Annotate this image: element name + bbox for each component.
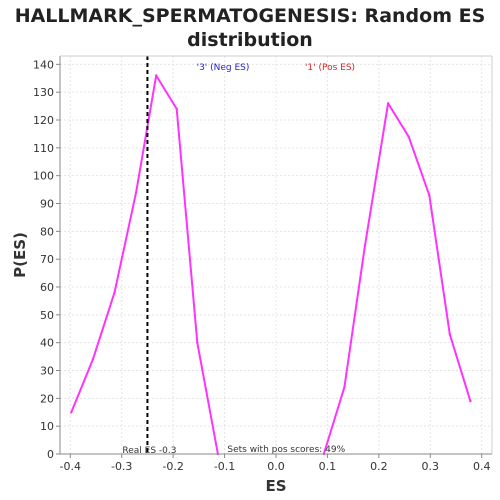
series-layer [70, 74, 472, 456]
plot-area [60, 56, 492, 454]
y-tick-label-0: 0 [47, 448, 54, 461]
x-tick-label-6: 0.2 [370, 460, 388, 473]
y-tick-label-5: 50 [40, 309, 54, 322]
y-tick-label-6: 60 [40, 281, 54, 294]
data-point-0-5 [175, 107, 178, 111]
legend-pos-es: '1' (Pos ES) [305, 63, 355, 73]
y-tick-label-7: 70 [40, 253, 54, 266]
y-tick-label-10: 100 [33, 170, 54, 183]
y-tick-label-2: 20 [40, 392, 54, 405]
data-point-1-4 [407, 135, 410, 138]
data-point-1-3 [386, 102, 390, 105]
marker-layer: Real ES -0.3 Sets with pos scores: 49% [122, 56, 346, 456]
y-tick-label-4: 40 [40, 337, 54, 350]
data-point-0-2 [113, 291, 116, 294]
data-point-0-0 [70, 411, 73, 414]
data-point-0-1 [91, 358, 95, 361]
real-es-label: Real ES -0.3 [122, 446, 176, 456]
y-tick-label-12: 120 [33, 114, 54, 127]
data-point-1-7 [469, 399, 472, 403]
y-tick-label-9: 90 [40, 198, 54, 211]
y-tick-label-14: 140 [33, 58, 54, 71]
x-tick-label-1: -0.3 [111, 460, 132, 473]
x-tick-label-0: -0.4 [60, 460, 81, 473]
grid [60, 56, 492, 455]
data-point-1-6 [448, 333, 452, 336]
x-axis-label: ES [265, 477, 286, 495]
x-tick-label-5: 0.1 [319, 460, 337, 473]
x-tick-label-3: -0.1 [214, 460, 235, 473]
axes: -0.4 -0.3 -0.2 -0.1 0.0 0.1 0.2 0.3 0.4 0 10 20 30 40… [33, 55, 493, 473]
x-tick-label-8: 0.4 [473, 460, 491, 473]
y-tick-label-1: 10 [40, 420, 54, 433]
chart-title-line-2: distribution [187, 29, 313, 51]
data-point-1-2 [363, 244, 367, 247]
y-tick-label-3: 30 [40, 365, 54, 378]
series-line-0 [70, 74, 219, 455]
x-tick-label-4: 0.0 [267, 460, 285, 473]
y-tick-label-8: 80 [40, 225, 54, 238]
series-line-1 [322, 102, 472, 455]
data-point-0-6 [196, 341, 199, 344]
legend-neg-es: '3' (Neg ES) [197, 63, 250, 73]
data-point-1-1 [343, 386, 346, 389]
pos-scores-note: Sets with pos scores: 49% [227, 445, 345, 455]
x-tick-label-2: -0.2 [162, 460, 183, 473]
chart-title-line-1: HALLMARK_SPERMATOGENESIS: Random ES [15, 5, 486, 27]
y-axis-label: P(ES) [11, 232, 29, 278]
data-point-0-3 [134, 191, 138, 194]
data-point-0-4 [154, 74, 158, 77]
plot-background [60, 56, 492, 454]
y-tick-label-11: 110 [33, 142, 54, 155]
x-tick-label-7: 0.3 [422, 460, 440, 473]
data-point-1-5 [428, 193, 431, 197]
y-tick-label-13: 130 [33, 86, 54, 99]
